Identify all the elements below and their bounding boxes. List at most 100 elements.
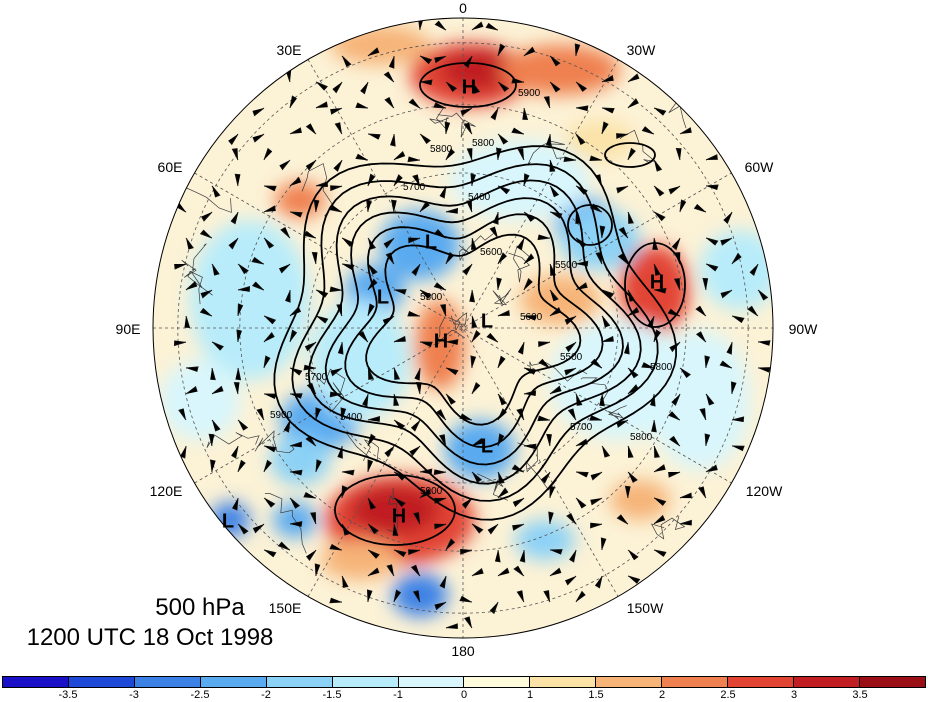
wind-barb — [461, 497, 473, 509]
anomaly-blob — [610, 480, 670, 520]
wind-barb — [314, 563, 321, 577]
wind-barb — [497, 310, 510, 317]
wind-barb — [511, 464, 525, 473]
wind-barb — [512, 497, 525, 508]
wind-barb — [439, 185, 447, 199]
lon-label-150e: 150E — [268, 600, 302, 616]
colorbar-swatch — [464, 677, 531, 687]
wind-barb — [705, 184, 719, 191]
wind-barb — [184, 315, 191, 329]
colorbar-swatch — [530, 677, 597, 687]
contour-label: 5800 — [630, 432, 653, 443]
colorbar-tick-label: 3 — [790, 689, 798, 701]
wind-barb — [263, 355, 271, 369]
colorbar-tick-label: -3 — [129, 689, 139, 701]
wind-barb — [393, 367, 401, 380]
wind-barb — [237, 263, 249, 275]
wind-barb — [668, 471, 681, 478]
anomaly-blob — [310, 300, 410, 420]
wind-barb — [513, 565, 525, 577]
wind-barb — [289, 521, 303, 527]
wind-barb — [679, 127, 692, 135]
wind-barb — [445, 623, 458, 629]
wind-barb — [252, 133, 265, 143]
wind-barb — [546, 433, 552, 447]
wind-barb — [590, 497, 603, 506]
wind-barb — [497, 252, 507, 265]
wind-barb — [471, 315, 478, 328]
wind-barb — [433, 102, 447, 109]
wind-barb — [407, 311, 421, 317]
wind-barb — [306, 549, 317, 561]
wind-barb — [367, 367, 375, 380]
wind-barb — [211, 341, 224, 351]
wind-barb — [695, 331, 707, 343]
wind-barb — [384, 445, 395, 458]
wind-barb — [653, 107, 667, 116]
wind-barb — [523, 315, 537, 321]
wind-barb — [695, 305, 707, 317]
wind-barb — [439, 434, 447, 447]
wind-barb — [589, 415, 603, 421]
wind-barb — [231, 445, 239, 459]
wind-barb — [497, 81, 510, 92]
wind-barb — [595, 252, 603, 265]
contour-label: 5500 — [555, 260, 578, 271]
wind-barb — [720, 289, 733, 299]
wind-barb — [305, 159, 317, 171]
wind-barb — [251, 281, 265, 291]
wind-barb — [616, 514, 629, 525]
wind-barb — [564, 575, 577, 586]
wind-barb — [315, 289, 329, 298]
wind-barb — [471, 437, 484, 447]
wind-barb — [235, 367, 242, 381]
wind-barb — [289, 211, 303, 218]
wind-barb — [679, 367, 691, 378]
wind-barb — [386, 564, 395, 577]
high-center: H — [461, 76, 477, 99]
wind-barb — [285, 289, 291, 303]
wind-barb — [332, 81, 343, 94]
wind-barb — [185, 366, 199, 372]
coastline — [448, 312, 468, 332]
wind-barb — [747, 305, 759, 317]
coastline — [580, 377, 622, 406]
wind-barb — [433, 469, 447, 476]
wind-barb — [201, 211, 213, 222]
wind-barb — [471, 81, 481, 94]
wind-barb — [641, 362, 655, 369]
coastline — [254, 430, 295, 454]
wind-barb — [173, 340, 187, 347]
wind-barb — [311, 251, 318, 265]
colorbar-swatch — [596, 677, 663, 687]
wind-barb — [237, 459, 246, 473]
wind-barb — [471, 21, 484, 31]
high-center: H — [391, 505, 407, 528]
wind-barb — [367, 47, 380, 57]
wind-barb — [393, 497, 406, 508]
height-contour — [273, 145, 678, 521]
lon-label-150w: 150W — [626, 600, 664, 616]
wind-barb — [679, 519, 692, 526]
wind-barb — [495, 549, 501, 563]
wind-barb — [329, 205, 343, 213]
wind-barb — [210, 459, 216, 473]
contour-label: 5700 — [570, 422, 593, 433]
wind-barb — [393, 589, 402, 603]
wind-barb — [653, 185, 665, 197]
graticule — [153, 18, 773, 638]
wind-barb — [236, 329, 242, 343]
colorbar-swatch — [266, 677, 333, 687]
wind-barb — [538, 358, 551, 369]
anomaly-blob — [500, 45, 620, 95]
contour-label: 5700 — [305, 372, 328, 383]
wind-barb — [413, 512, 421, 525]
wind-barb — [537, 234, 551, 241]
wind-barb — [434, 20, 447, 31]
wind-barb — [211, 185, 221, 198]
colorbar-swatch — [200, 677, 267, 687]
wind-barb — [279, 159, 291, 171]
anomaly-blob — [700, 230, 773, 310]
wind-barb — [385, 252, 395, 265]
wind-barb — [516, 237, 525, 251]
